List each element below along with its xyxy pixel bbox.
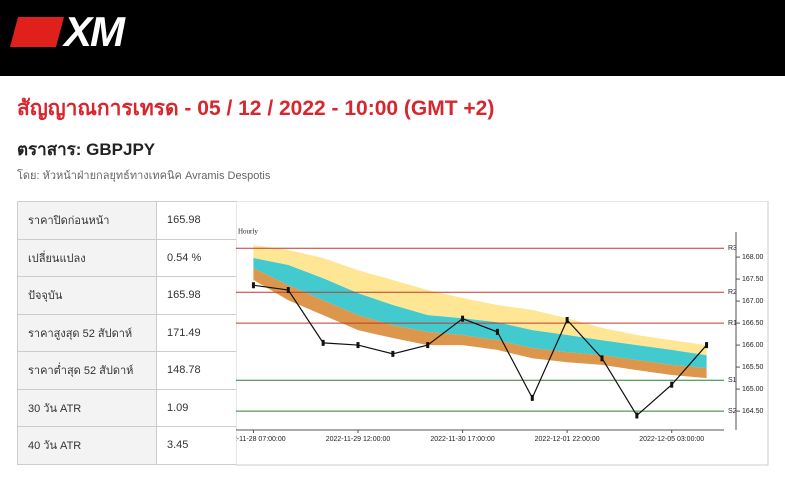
- table-row: ปัจจุบัน 165.98: [17, 276, 237, 315]
- y-tick-label: 166.00: [742, 342, 764, 349]
- y-tick-label: 165.50: [742, 364, 764, 371]
- x-tick-label: 2022-11-30 17:00:00: [430, 436, 495, 443]
- table-cell: 165.98: [156, 201, 237, 240]
- table-cell: 0.54 %: [156, 238, 237, 277]
- table-cell: ราคาสูงสุด 52 สัปดาห์: [17, 313, 157, 352]
- price-line: [253, 284, 708, 417]
- level-label: S1: [728, 377, 737, 384]
- table-cell: 171.49: [156, 313, 237, 352]
- y-tick-label: 164.50: [742, 408, 764, 415]
- candle: [461, 315, 465, 322]
- table-row: 30 วัน ATR 1.09: [17, 388, 237, 427]
- instrument: ตราสาร: GBPJPY: [17, 140, 156, 159]
- y-tick-label: 165.00: [742, 386, 764, 393]
- table-cell: ปัจจุบัน: [17, 276, 157, 315]
- level-label: R3: [728, 245, 737, 252]
- table-row: เปลี่ยนแปลง 0.54 %: [17, 238, 237, 277]
- y-tick-label: 167.00: [742, 298, 764, 305]
- candle: [321, 339, 325, 346]
- y-tick-label: 168.00: [742, 254, 764, 261]
- table-cell: ราคาปิดก่อนหน้า: [17, 201, 157, 240]
- candle: [670, 381, 674, 388]
- table-cell: 165.98: [156, 276, 237, 315]
- table-row: ราคาสูงสุด 52 สัปดาห์ 171.49: [17, 313, 237, 352]
- table-cell: 3.45: [156, 426, 237, 465]
- candle: [251, 282, 255, 289]
- table-row: ราคาต่ำสุด 52 สัปดาห์ 148.78: [17, 351, 237, 390]
- table-cell: เปลี่ยนแปลง: [17, 238, 157, 277]
- table-cell: 30 วัน ATR: [17, 388, 157, 427]
- x-tick-label: 2022-11-28 07:00:00: [236, 436, 286, 443]
- table-cell: 40 วัน ATR: [17, 426, 157, 465]
- level-label: S2: [728, 408, 737, 415]
- candle: [426, 342, 430, 349]
- candle: [565, 317, 569, 323]
- table-cell: 1.09: [156, 388, 237, 427]
- table-row: 40 วัน ATR 3.45: [17, 426, 237, 465]
- candle: [705, 342, 709, 349]
- x-tick-label: 2022-12-01 22:00:00: [535, 436, 600, 443]
- band: [253, 257, 707, 368]
- y-tick-label: 167.50: [742, 276, 764, 283]
- x-tick-label: 2022-11-29 12:00:00: [326, 436, 391, 443]
- title: สัญญาณการเทรด - 05 / 12 / 2022 - 10:00 (…: [17, 97, 495, 120]
- chart: Hourly R3 R2 R1 S1 S2 168.00 167.50 167.00 166.5…: [236, 201, 769, 466]
- candle: [635, 412, 639, 419]
- candle: [495, 328, 499, 335]
- header: XM: [0, 0, 785, 76]
- table-cell: 148.78: [156, 351, 237, 390]
- level-label: R1: [728, 320, 737, 327]
- byline: โดย: หัวหน้าฝ่ายกลยุทธ์ทางเทคนิค Avramis…: [17, 170, 271, 182]
- candle: [600, 355, 604, 362]
- candle: [286, 287, 290, 294]
- chart-title: Hourly: [238, 228, 258, 236]
- stats-table: ราคาปิดก่อนหน้า 165.98 เปลี่ยนแปลง 0.54 % ปั…: [17, 201, 237, 465]
- table-row: ราคาปิดก่อนหน้า 165.98: [17, 201, 237, 240]
- logo-icon: [9, 17, 65, 47]
- x-tick-label: 2022-12-05 03:00:00: [639, 436, 704, 443]
- band: [253, 245, 707, 356]
- candle: [391, 350, 395, 357]
- logo: XM: [64, 8, 125, 55]
- level-label: R2: [728, 289, 737, 296]
- y-tick-label: 166.50: [742, 320, 764, 327]
- candle: [356, 342, 360, 349]
- candle: [530, 394, 534, 401]
- table-cell: ราคาต่ำสุด 52 สัปดาห์: [17, 351, 157, 390]
